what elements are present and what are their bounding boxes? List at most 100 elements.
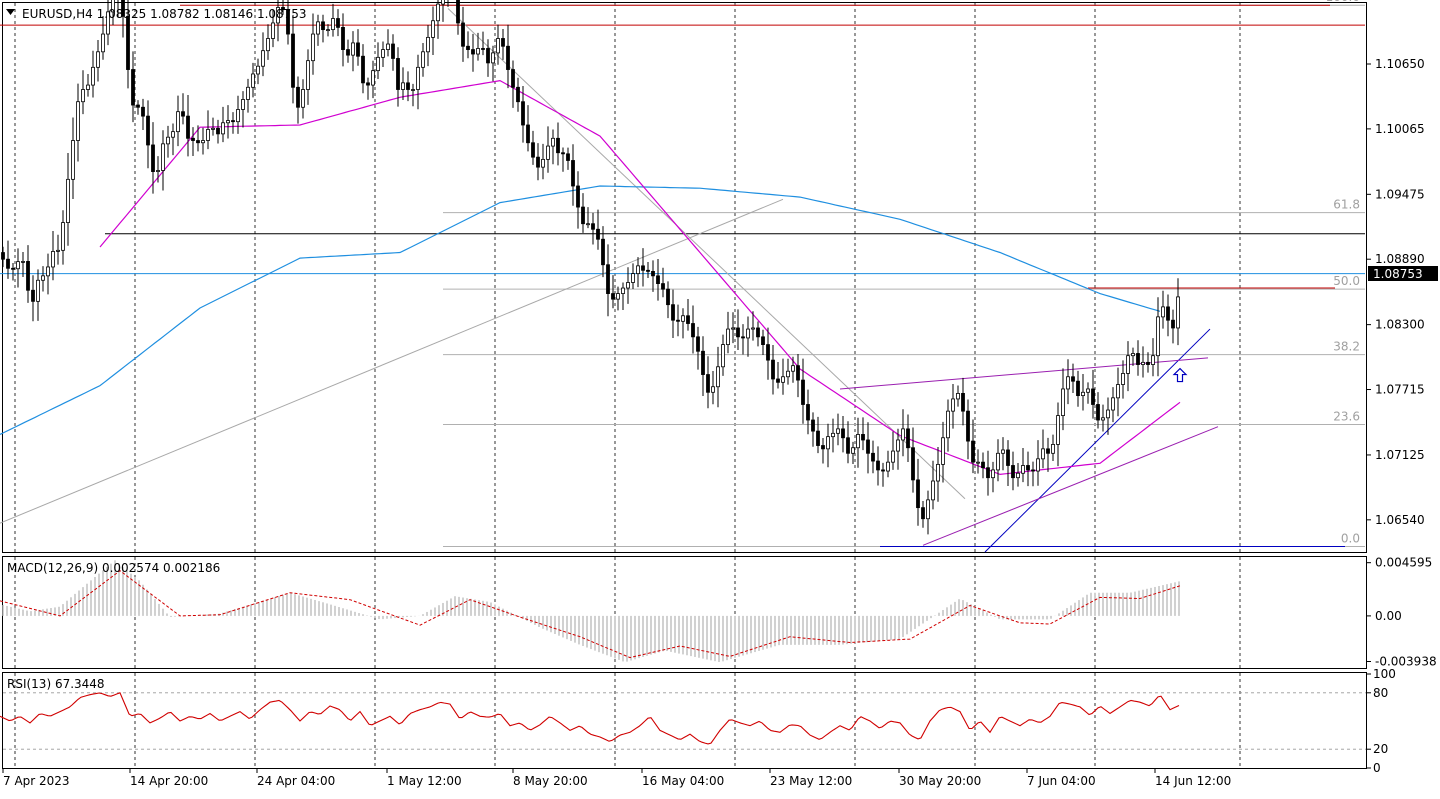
candle-body (846, 437, 850, 454)
candle-body (401, 82, 405, 90)
candle-body (306, 60, 310, 90)
time-tick-label: 24 Apr 04:00 (257, 774, 335, 788)
candle-body (811, 419, 815, 432)
candle-body (311, 33, 315, 62)
candle-body (746, 328, 750, 339)
candle-body (461, 22, 465, 47)
candle-body (151, 144, 155, 172)
trend-line (984, 328, 1211, 553)
candle-body (591, 223, 595, 230)
candle-body (946, 410, 950, 439)
candle-body (361, 55, 365, 84)
candlestick-series (1, 0, 1180, 535)
candle-body (496, 38, 500, 54)
candle-body (1146, 361, 1150, 365)
fib-level-label: 38.2 (1333, 340, 1360, 354)
fib-level-label: 61.8 (1333, 198, 1360, 212)
candle-body (476, 48, 480, 55)
candle-body (671, 304, 675, 321)
candle-body (801, 379, 805, 405)
candle-body (1086, 388, 1090, 393)
candle-body (1171, 319, 1175, 329)
candle-body (756, 327, 760, 338)
time-tick-label: 1 May 12:00 (387, 774, 462, 788)
candle-body (351, 42, 355, 56)
time-tick-label: 16 May 04:00 (642, 774, 724, 788)
price-tick-label: 1.08300 (1375, 318, 1425, 332)
candle-body (241, 99, 245, 110)
candle-body (161, 143, 165, 171)
candle-body (206, 129, 210, 141)
candle-body (831, 432, 835, 438)
candle-body (1111, 397, 1115, 411)
candle-body (201, 140, 205, 144)
candle-body (111, 0, 115, 13)
candle-body (881, 469, 885, 472)
candle-body (556, 137, 560, 154)
price-pane-frame (2, 2, 1367, 553)
candle-body (1, 252, 5, 260)
candle-body (701, 350, 705, 375)
candle-body (991, 469, 995, 479)
candle-body (631, 273, 635, 283)
candle-body (1131, 353, 1135, 357)
candle-body (506, 45, 510, 70)
price-axis[interactable]: 1.10650 1.10065 1.09475 1.08890 1.08300 1.077… (1366, 57, 1425, 527)
macd-axis: 0.004595 0.00 -0.003938 (1366, 556, 1437, 668)
time-tick-label: 7 Apr 2023 (3, 774, 70, 788)
up-arrow-icon (1172, 367, 1188, 383)
candle-body (821, 445, 825, 450)
candle-body (196, 140, 200, 144)
candle-body (31, 289, 35, 302)
candle-body (271, 22, 275, 39)
candle-body (336, 18, 340, 28)
price-tick-label: 1.07125 (1375, 448, 1425, 462)
candle-body (851, 447, 855, 454)
candle-body (136, 104, 140, 108)
price-tick-label: 1.06540 (1375, 513, 1425, 527)
candle-body (1071, 376, 1075, 382)
candle-body (221, 122, 225, 135)
candle-body (1041, 448, 1045, 460)
candle-body (426, 36, 430, 53)
current-price-tag: 1.08753 (1373, 267, 1423, 281)
rsi-levels (3, 692, 1366, 750)
time-tick-label: 8 May 20:00 (513, 774, 588, 788)
candle-body (706, 374, 710, 393)
candle-body (901, 428, 905, 441)
time-tick-label: 14 Jun 12:00 (1155, 774, 1231, 788)
candle-body (291, 33, 295, 88)
candle-body (511, 69, 515, 88)
candle-body (1066, 376, 1070, 390)
candle-body (246, 86, 250, 100)
candle-body (96, 51, 100, 68)
time-axis[interactable]: 7 Apr 2023 14 Apr 20:00 24 Apr 04:00 1 May … (2, 768, 1231, 788)
candle-body (1006, 449, 1010, 466)
candle-body (806, 404, 810, 421)
candle-body (481, 48, 485, 50)
candle-body (341, 26, 345, 50)
candle-body (841, 428, 845, 439)
candle-body (321, 21, 325, 31)
candle-body (721, 344, 725, 368)
candle-body (316, 21, 320, 35)
candle-body (411, 89, 415, 91)
rsi-pane-frame (2, 672, 1367, 769)
fib-level-label: 23.6 (1333, 409, 1360, 423)
time-tick-label: 23 May 12:00 (770, 774, 852, 788)
trend-lines[interactable] (0, 8, 1219, 553)
candle-body (516, 86, 520, 103)
candle-body (1011, 465, 1015, 479)
candle-body (416, 66, 420, 90)
candle-body (231, 120, 235, 123)
candle-body (1161, 306, 1165, 318)
candle-body (611, 293, 615, 300)
price-tick-label: 1.10065 (1375, 122, 1425, 136)
triangle-down-icon[interactable] (6, 9, 15, 15)
candle-body (921, 507, 925, 520)
price-tick-label: 1.09475 (1375, 187, 1425, 201)
horizontal-levels[interactable] (0, 4, 1365, 547)
vertical-gridlines (14, 3, 1241, 768)
